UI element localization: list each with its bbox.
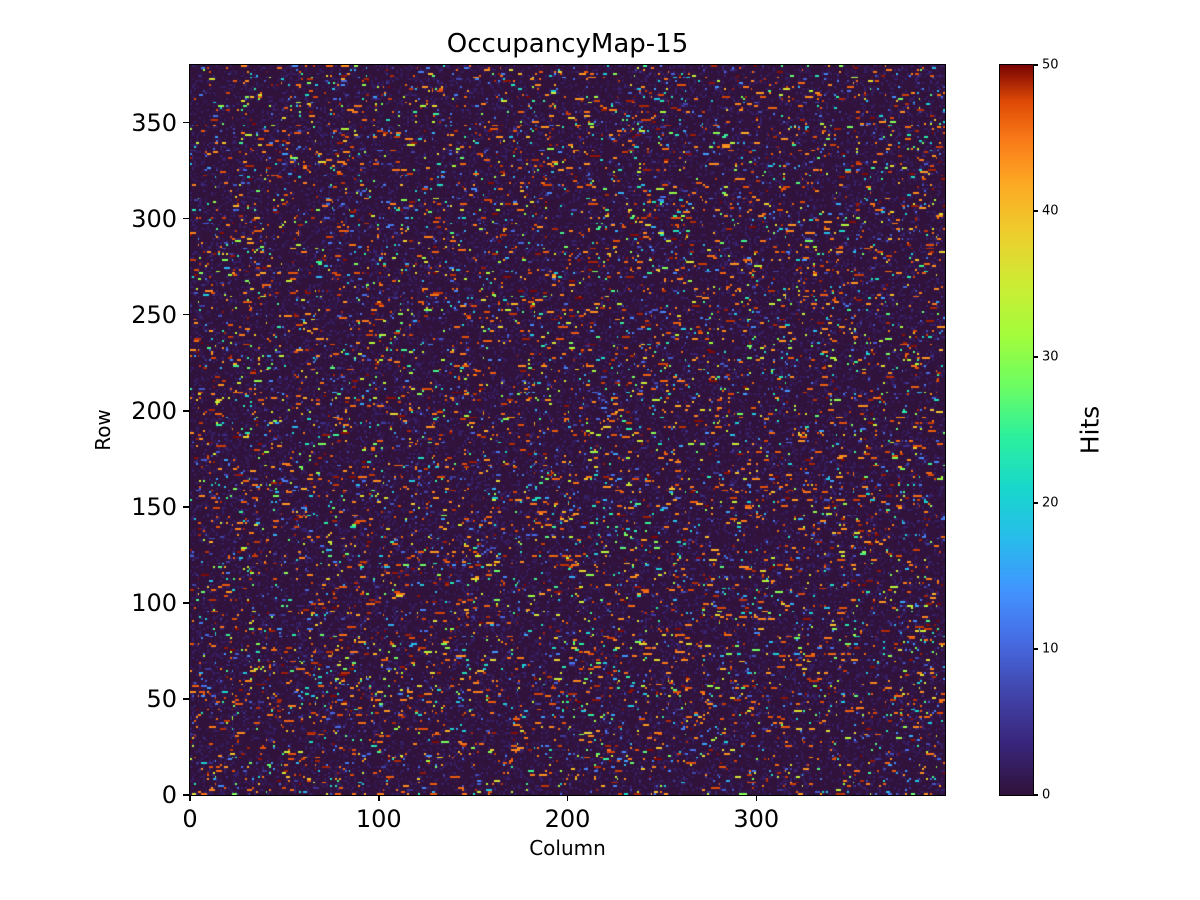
y-tick-label: 300	[131, 204, 177, 233]
x-tick-label: 0	[182, 805, 198, 833]
colorbar-tick-mark	[1033, 64, 1038, 66]
x-tick-label: 200	[544, 805, 591, 833]
colorbar-tick-mark	[1033, 502, 1038, 504]
colorbar-tick-label: 10	[1042, 641, 1059, 657]
y-tick-mark	[183, 602, 189, 604]
y-tick-label: 100	[131, 588, 177, 617]
y-tick-mark	[183, 217, 189, 220]
x-tick-mark	[566, 795, 569, 801]
chart-title: OccupancyMap-15	[446, 29, 689, 59]
y-tick-label: 50	[146, 684, 177, 713]
y-tick-label: 350	[131, 108, 177, 137]
x-tick-mark	[755, 795, 757, 801]
y-axis-label: Row	[91, 409, 115, 451]
y-tick-label: 0	[161, 781, 177, 809]
colorbar-canvas	[1000, 65, 1033, 795]
colorbar-tick-mark	[1033, 356, 1038, 358]
x-tick-mark	[189, 795, 191, 801]
y-tick-label: 250	[131, 300, 177, 329]
colorbar-tick-label: 30	[1042, 349, 1059, 365]
y-tick-label: 150	[131, 492, 177, 521]
y-tick-mark	[183, 121, 189, 124]
colorbar-tick-mark	[1033, 210, 1038, 212]
colorbar-tick-label: 0	[1042, 787, 1051, 803]
y-tick-mark	[183, 506, 189, 508]
x-axis-label: Column	[529, 836, 606, 860]
colorbar-tick-label: 20	[1042, 495, 1059, 511]
colorbar-tick-label: 50	[1042, 57, 1059, 73]
x-tick-label: 100	[355, 805, 402, 833]
x-tick-label: 300	[733, 805, 780, 833]
y-tick-label: 200	[131, 396, 177, 425]
heatmap-plot-area	[189, 64, 946, 796]
x-tick-mark	[378, 795, 380, 801]
colorbar-tick-mark	[1033, 648, 1038, 650]
colorbar-axis-label: Hits	[1075, 405, 1105, 455]
y-tick-mark	[183, 794, 189, 796]
colorbar-tick-mark	[1033, 794, 1038, 796]
y-tick-mark	[183, 313, 189, 316]
colorbar-tick-label: 40	[1042, 203, 1059, 219]
y-tick-mark	[183, 698, 189, 700]
colorbar	[999, 64, 1034, 796]
y-tick-mark	[183, 410, 189, 412]
heatmap-canvas	[190, 65, 945, 795]
